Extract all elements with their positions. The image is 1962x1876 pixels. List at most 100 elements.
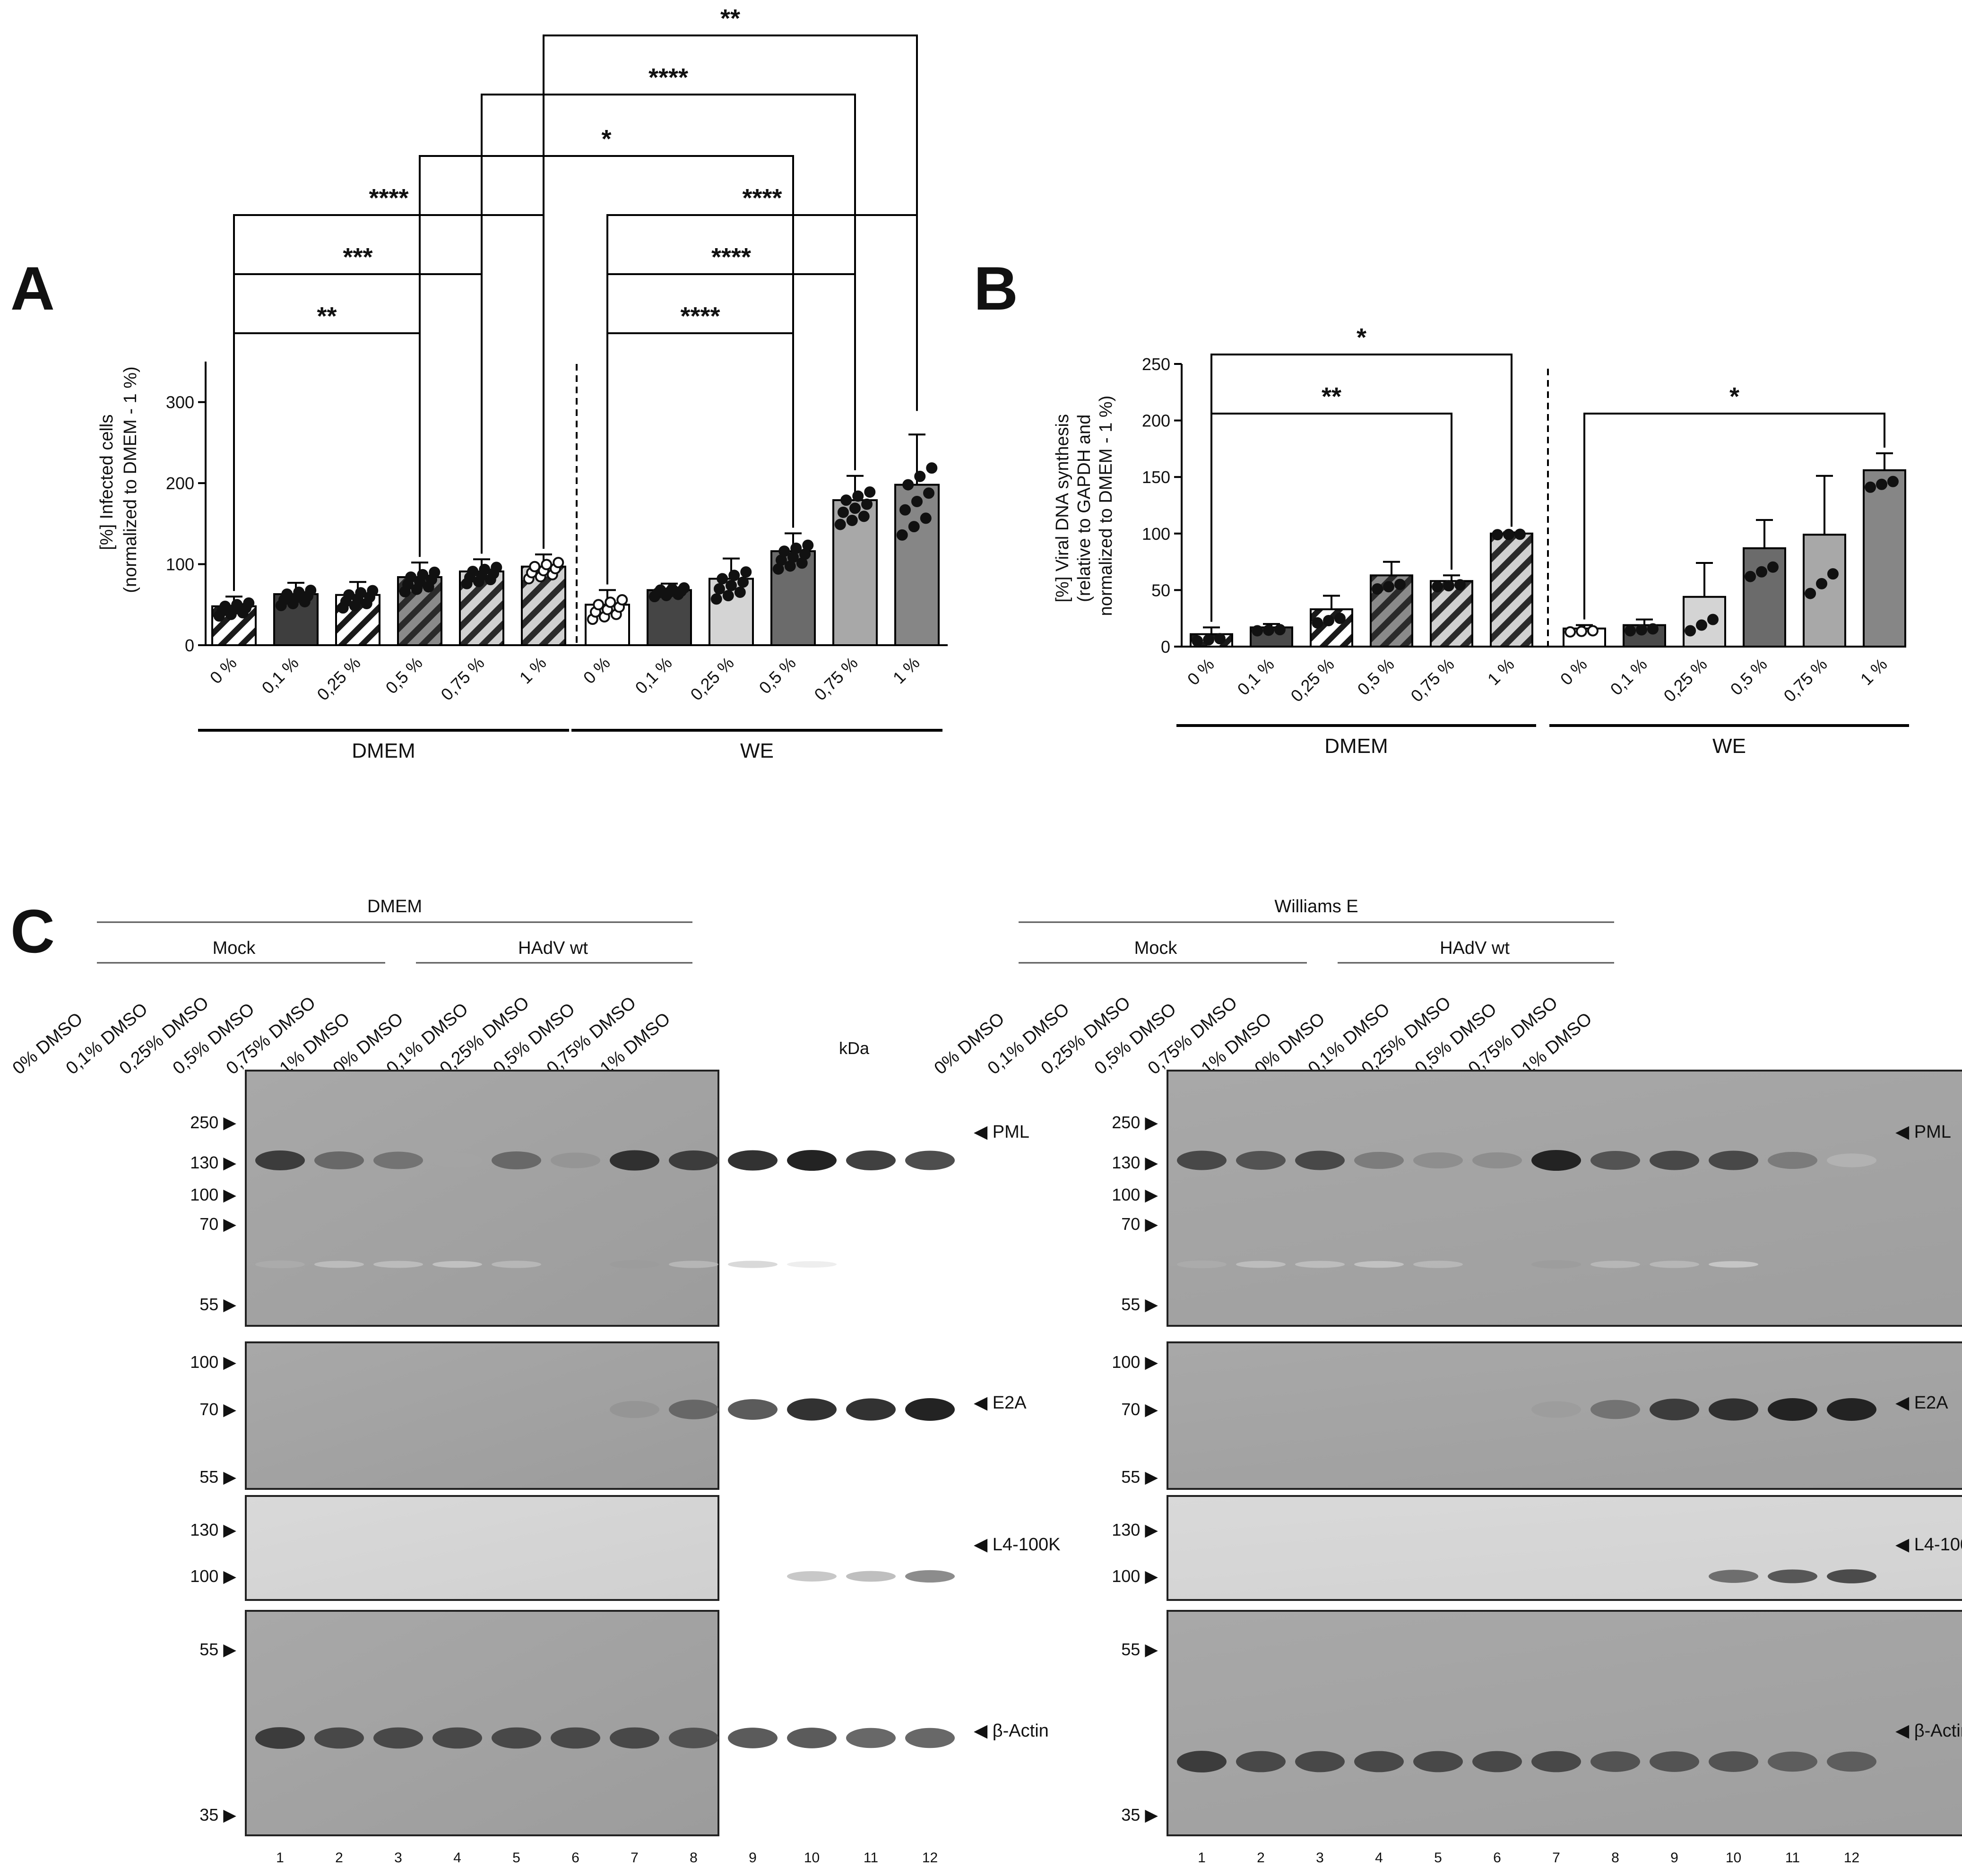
chart-a-data-point	[908, 521, 920, 533]
chart-a-significance-bracket	[606, 332, 794, 585]
chart-b-group-label: DMEM	[1324, 735, 1388, 758]
chart-a-data-point	[840, 494, 852, 506]
blot-right-actin-marker: 55 ▶	[1121, 1640, 1158, 1659]
blot-right-lane-number: 3	[1316, 1850, 1324, 1866]
blot-right-lane-label: 0,75% DMSO	[1465, 993, 1562, 1079]
chart-b-data-point	[1696, 619, 1708, 631]
blot-left-e2a-marker: 100 ▶	[190, 1352, 236, 1372]
chart-b-data-point	[1636, 624, 1648, 636]
blot-right-lane-number: 2	[1257, 1850, 1265, 1866]
chart-b-data-point	[1625, 625, 1636, 637]
chart-a-significance-label: ****	[648, 63, 688, 92]
blot-right-e2a-film	[1167, 1341, 1962, 1490]
blot-right-pml-band	[1472, 1152, 1522, 1169]
chart-a-data-point	[864, 486, 876, 498]
blot-right-actin-band	[1472, 1751, 1522, 1772]
blot-left-lane-number: 6	[571, 1850, 579, 1866]
chart-b-data-point	[1443, 580, 1455, 592]
blot-left-e2a-band	[669, 1400, 718, 1419]
chart-a-data-point	[790, 542, 802, 554]
blot-left-pml-protein-label: ◀ PML	[974, 1122, 1029, 1142]
chart-b-category-label: 0,75 %	[1780, 655, 1831, 706]
blot-left-lane-number: 3	[394, 1850, 402, 1866]
blot-left-pml-marker: 130 ▶	[190, 1153, 236, 1172]
chart-a-category-label: 0,5 %	[755, 653, 800, 698]
blot-left-l4-band	[846, 1571, 896, 1582]
chart-a-data-point	[923, 487, 935, 499]
blot-right-l4-band	[1768, 1569, 1817, 1583]
chart-b-category-label: 0,25 %	[1659, 655, 1711, 706]
chart-b-category-label: 0,25 %	[1287, 655, 1338, 706]
blot-right-actin-band	[1177, 1751, 1227, 1772]
chart-a-ytick-label: 300	[166, 393, 194, 412]
blot-left-pml-band	[669, 1150, 718, 1171]
chart-b-ytick-label: 250	[1142, 354, 1170, 374]
chart-a-data-point	[802, 539, 814, 551]
blot-left-e2a-protein-label: ◀ E2A	[974, 1393, 1027, 1413]
chart-b-ytick-label: 50	[1151, 580, 1170, 600]
blot-left-l4-band	[787, 1571, 837, 1582]
blot-left-actin-band	[905, 1728, 955, 1748]
blot-right-actin-band	[1650, 1751, 1699, 1772]
blot-right-pml-protein-label: ◀ PML	[1895, 1122, 1951, 1142]
blot-right-pml-marker: 130 ▶	[1112, 1153, 1158, 1172]
blot-right-pml-band	[1531, 1150, 1581, 1171]
chart-b-ytick-label: 150	[1142, 467, 1170, 487]
chart-b-ytick-label: 100	[1142, 524, 1170, 544]
blot-right-l4-band	[1709, 1570, 1758, 1583]
chart-b: [%] Viral DNA synthesis (relative to GAP…	[1053, 323, 1909, 758]
blot-right-lane-number: 10	[1726, 1850, 1741, 1866]
chart-a-data-point	[849, 502, 861, 514]
blot-right-lane-number: 6	[1493, 1850, 1501, 1866]
blot-left-actin-marker: 55 ▶	[199, 1640, 236, 1659]
blot-right-pml-band	[1236, 1150, 1286, 1170]
chart-a-category-label: 0,25 %	[313, 653, 364, 704]
chart-a-data-point	[713, 583, 725, 595]
blot-left-actin-band	[728, 1728, 778, 1748]
chart-a-ytick-label: 200	[166, 474, 194, 493]
chart-b-category-label: 0,1 %	[1607, 655, 1651, 699]
blot-left-actin-band	[432, 1727, 482, 1749]
chart-a-significance-label: ****	[711, 243, 751, 271]
chart-b-data-point	[1685, 625, 1696, 637]
chart-a-data-point	[281, 588, 293, 600]
blot-right-actin-band	[1236, 1751, 1286, 1772]
chart-a-data-point	[726, 579, 737, 591]
chart-b-data-point	[1707, 614, 1719, 625]
blot-left-pml-minor-band	[610, 1260, 659, 1269]
chart-a-data-point	[305, 585, 317, 596]
blot-left-actin-protein-label: ◀ β-Actin	[974, 1721, 1049, 1741]
chart-a-significance-bracket	[419, 155, 794, 557]
chart-b-category-label: 1 %	[1484, 655, 1518, 689]
blot-left-actin-marker: 35 ▶	[199, 1805, 236, 1824]
blot-right-kda-label: kDa	[839, 1038, 870, 1058]
blot-right-e2a-marker: 70 ▶	[1121, 1400, 1158, 1419]
chart-a-group-label: DMEM	[352, 739, 415, 762]
blot-right-pml-marker: 55 ▶	[1121, 1295, 1158, 1314]
chart-b-category-label: 0,5 %	[1354, 655, 1398, 699]
blot-left-actin-membrane	[245, 1610, 955, 1836]
blot-right-pml-membrane	[1167, 1070, 1962, 1327]
blot-left-l4-band	[905, 1570, 955, 1583]
blot-right-pml-band	[1768, 1151, 1817, 1169]
chart-b-significance-label: **	[1322, 382, 1341, 411]
blot-right-pml-band	[1827, 1153, 1876, 1167]
blot-right-pml-minor-band	[1531, 1260, 1581, 1269]
blot-right-e2a-band	[1531, 1401, 1581, 1418]
chart-a-category-label: 0,25 %	[686, 653, 737, 704]
blot-right-actin-band	[1295, 1751, 1345, 1772]
blot-left-pml-film	[245, 1070, 719, 1327]
chart-a-data-point	[541, 559, 553, 571]
chart-a-significance-bracket	[543, 35, 918, 549]
blot-right-pml-minor-band	[1354, 1261, 1404, 1268]
blot-right-pml-marker: 100 ▶	[1112, 1185, 1158, 1204]
blot-left-lane-number: 8	[690, 1850, 698, 1866]
blot-left-e2a-marker: 55 ▶	[199, 1467, 236, 1487]
chart-a-data-point	[740, 566, 752, 578]
panel-label-c: C	[10, 897, 55, 966]
chart-b-bar	[1490, 532, 1533, 648]
blot-left-lane-label: 0,75% DMSO	[543, 993, 640, 1079]
blot-left-l4-protein-label: ◀ L4-100K	[974, 1535, 1060, 1555]
chart-a-category-label: 0 %	[579, 653, 614, 688]
blot-right-lane-number: 9	[1670, 1850, 1678, 1866]
